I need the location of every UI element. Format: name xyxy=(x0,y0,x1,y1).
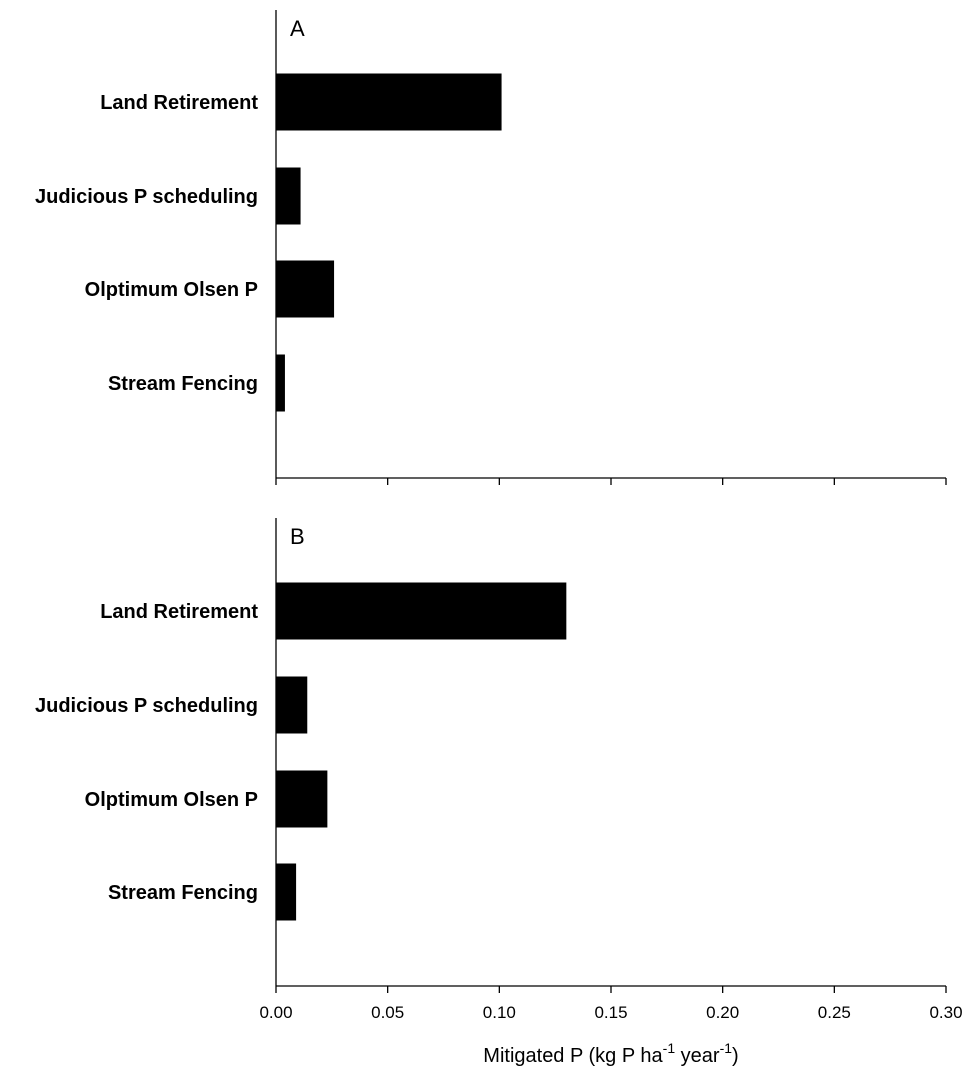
x-axis-title-end: ) xyxy=(732,1045,739,1067)
panel-b-x-tick-label: 0.05 xyxy=(371,1003,404,1022)
panel-b-x-tick-label: 0.20 xyxy=(706,1003,739,1022)
panel-a-category-label: Land Retirement xyxy=(100,92,258,114)
panel-b: 0.00 0.05 0.10 0.15 0.20 0.25 0.30 B Land Retire… xyxy=(35,518,963,1022)
x-axis-title-sup2: -1 xyxy=(720,1040,733,1056)
panel-a-bar xyxy=(276,167,301,225)
panel-b-x-tick-label: 0.25 xyxy=(818,1003,851,1022)
panel-a-category-label: Stream Fencing xyxy=(108,373,258,395)
x-axis-title-main: Mitigated P (kg P ha xyxy=(483,1045,663,1067)
panel-a-bar xyxy=(276,354,285,412)
x-axis-title-mid: year xyxy=(675,1045,720,1067)
panel-b-bar xyxy=(276,863,297,921)
panel-b-x-tick-label: 0.10 xyxy=(483,1003,516,1022)
panel-b-panel-letter: B xyxy=(290,524,305,549)
panel-b-x-tick-label: 0.30 xyxy=(929,1003,962,1022)
x-axis-title-sup1: -1 xyxy=(663,1040,676,1056)
panel-b-category-label: Judicious P scheduling xyxy=(35,695,258,717)
panel-a-category-label: Judicious P scheduling xyxy=(35,186,258,208)
panel-b-bar xyxy=(276,582,567,640)
panel-a-bar xyxy=(276,260,335,318)
panel-b-category-label: Stream Fencing xyxy=(108,882,258,904)
panel-b-category-label: Land Retirement xyxy=(100,601,258,623)
panel-b-bar xyxy=(276,770,328,828)
panel-a-bar xyxy=(276,73,502,131)
panel-a-category-label: Olptimum Olsen P xyxy=(85,279,258,301)
panel-b-category-label: Olptimum Olsen P xyxy=(85,789,258,811)
panel-b-x-tick-label: 0.00 xyxy=(259,1003,292,1022)
x-axis-title: Mitigated P (kg P ha-1 year-1) xyxy=(483,1040,738,1067)
panel-a: A Land Retirement Judicious P scheduling Ol… xyxy=(35,10,947,485)
panel-a-panel-letter: A xyxy=(290,16,305,41)
panel-b-bar xyxy=(276,676,308,734)
panel-b-x-tick-label: 0.15 xyxy=(594,1003,627,1022)
